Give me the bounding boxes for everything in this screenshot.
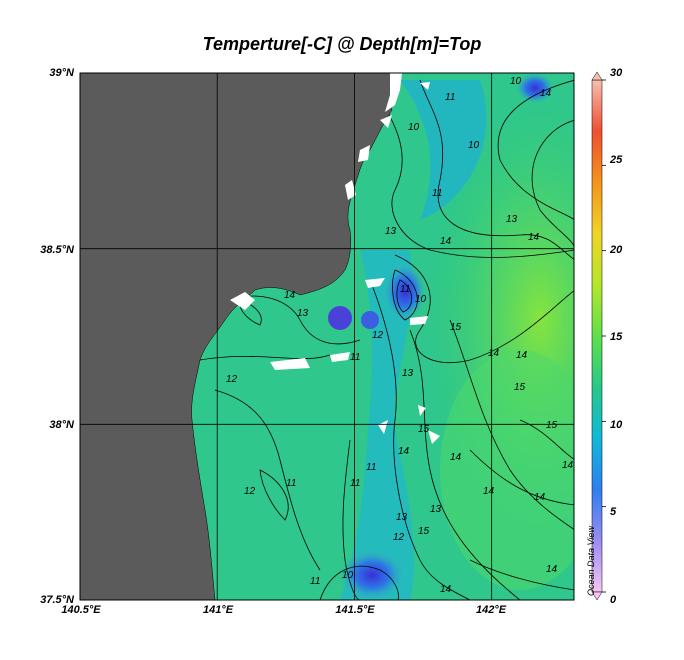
- no-data-patches: [230, 73, 440, 444]
- contour-label: 11: [445, 92, 455, 103]
- contour-label: 11: [310, 576, 320, 587]
- contour-label: 14: [546, 564, 558, 575]
- colorbar-top-arrow: [591, 71, 603, 81]
- contour-label: 12: [244, 486, 256, 497]
- colorbar-label-25: 25: [610, 154, 623, 166]
- contour-label: 11: [350, 352, 360, 363]
- cold-spot: [328, 306, 352, 330]
- colorbar-label-5: 5: [610, 506, 617, 518]
- contour-label: 14: [516, 350, 528, 361]
- contour-label: 15: [514, 382, 526, 393]
- contour-label: 13: [506, 214, 518, 225]
- contour-label: 10: [468, 140, 480, 151]
- contour-label: 14: [488, 348, 500, 359]
- map-frame: [79, 72, 575, 601]
- contour-label: 14: [450, 452, 462, 463]
- contour-label: 10: [510, 76, 522, 87]
- land-mass: [79, 72, 393, 601]
- lat-label-38-5: 38.5°N: [40, 244, 74, 256]
- contour-label: 10: [342, 570, 354, 581]
- chart-title: Temperture[-C] @ Depth[m]=Top: [202, 34, 482, 54]
- cold-eddy-north: [515, 73, 555, 104]
- contour-label: 11: [366, 462, 376, 473]
- contour-label: 15: [418, 424, 430, 435]
- colorbar-label-30: 30: [610, 67, 623, 79]
- contour-label: 13: [297, 308, 309, 319]
- contour-label: 15: [546, 420, 558, 431]
- cold-spot-2: [361, 311, 379, 329]
- contour-label: 13: [396, 512, 408, 523]
- colorbar-label-10: 10: [610, 419, 623, 431]
- lon-label-141: 141°E: [202, 604, 234, 616]
- northern-cold-band: [400, 80, 487, 220]
- lon-label-140-5: 140.5°E: [61, 604, 101, 616]
- contour-label: 15: [450, 322, 462, 333]
- contour-label: 14: [440, 584, 452, 595]
- contour-label: 14: [562, 460, 574, 471]
- contour-label: 13: [385, 226, 397, 237]
- graticule: [80, 73, 574, 600]
- contour-label: 12: [226, 374, 238, 385]
- contour-label: 14: [440, 236, 452, 247]
- contour-label: 14: [483, 486, 495, 497]
- contour-label: 11: [286, 478, 296, 489]
- cold-eddy-south: [338, 549, 406, 600]
- colorbar-label-20: 20: [610, 244, 623, 256]
- contour-label: 11: [432, 188, 442, 199]
- contour-label: 14: [398, 446, 410, 457]
- contour-label: 12: [393, 532, 405, 543]
- lon-label-142: 142°E: [475, 604, 507, 616]
- contour-label: 13: [430, 504, 442, 515]
- contour-label: 14: [528, 232, 540, 243]
- colorbar: [591, 79, 603, 593]
- contour-label: 12: [372, 330, 384, 341]
- lon-label-141-5: 141.5°E: [335, 604, 375, 616]
- credit-text: Ocean Data View: [586, 526, 596, 596]
- contour-label: 11: [400, 284, 410, 295]
- warm-water-region-south: [440, 350, 574, 590]
- contour-label: 10: [415, 294, 427, 305]
- coastal-cold-band: [340, 250, 415, 600]
- contour-label: 14: [534, 492, 546, 503]
- colorbar-label-0: 0: [610, 594, 617, 606]
- lat-label-39: 39°N: [49, 67, 74, 79]
- colorbar-label-15: 15: [610, 331, 623, 343]
- lat-label-38: 38°N: [49, 419, 74, 431]
- contour-label: 15: [418, 526, 430, 537]
- lat-label-37-5: 37.5°N: [40, 594, 74, 606]
- colorbar-ticks: [602, 79, 606, 593]
- colorbar-bottom-arrow: [591, 591, 603, 601]
- contour-label: 14: [540, 88, 552, 99]
- contour-label: 14: [284, 290, 296, 301]
- contour-label: 13: [402, 368, 414, 379]
- contour-label: 10: [408, 122, 420, 133]
- contour-label: 11: [350, 478, 360, 489]
